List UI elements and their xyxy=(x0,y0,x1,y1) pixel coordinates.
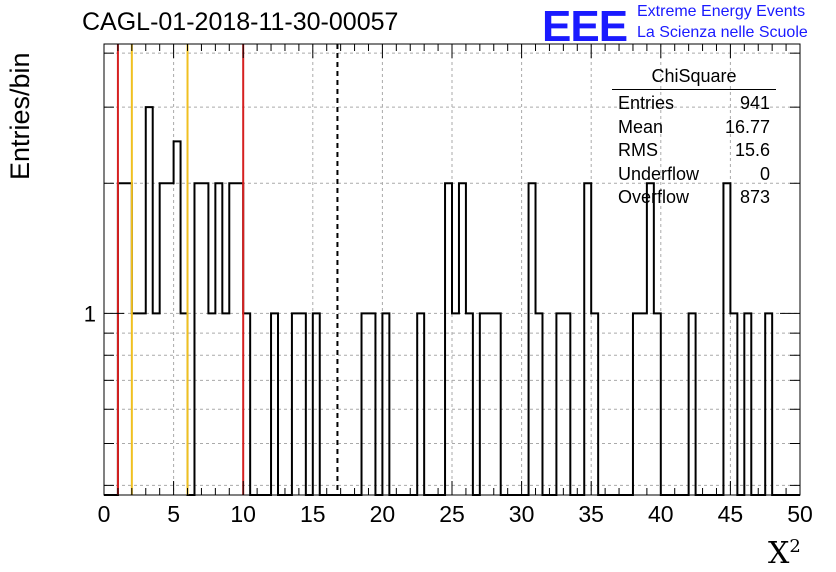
x-tick-label: 0 xyxy=(98,501,111,527)
ticks-layer xyxy=(103,44,801,495)
y-axis-label: Entries/bin xyxy=(5,52,35,180)
stats-label: Overflow xyxy=(618,187,690,207)
x-tick-label: 20 xyxy=(370,501,396,527)
stats-label: RMS xyxy=(618,140,658,160)
x-axis-label: X2 xyxy=(768,536,801,571)
x-tick-label: 10 xyxy=(230,501,256,527)
stats-row: RMS 15.6 xyxy=(612,139,776,163)
eee-logo: EEE xyxy=(542,2,628,51)
stats-value: 941 xyxy=(739,93,770,113)
tick-labels-layer: 10 5 10 15 20 25 30 35 40 45 50 xyxy=(84,301,813,527)
stats-label: Underflow xyxy=(618,163,700,184)
x-tick-label: 50 xyxy=(787,501,813,527)
stats-value: 873 xyxy=(739,187,770,207)
reference-lines-layer xyxy=(116,44,339,495)
stats-title: ChiSquare xyxy=(612,66,776,90)
stats-value: 16.77 xyxy=(724,116,770,137)
stats-value: 15.6 xyxy=(734,140,770,160)
x-axis-label-sup: 2 xyxy=(789,536,801,557)
x-tick-label: 35 xyxy=(578,501,604,527)
logo-line-1: Extreme Energy Events xyxy=(637,3,806,20)
stats-label: Mean xyxy=(618,116,664,137)
x-tick-label: 15 xyxy=(300,501,326,527)
stats-box: ChiSquare Entries 941 Mean 16.77 RMS 15.6 U… xyxy=(612,66,776,210)
y-tick-label: 1 xyxy=(84,301,96,326)
stats-row: Entries 941 xyxy=(612,92,776,116)
logo-line-2: La Scienza nelle Scuole xyxy=(637,24,808,41)
x-axis-label-main: X xyxy=(768,536,790,571)
x-tick-label: 25 xyxy=(439,501,465,527)
chart-title: CAGL-01-2018-11-30-00057 xyxy=(82,8,399,36)
stats-label: Entries xyxy=(618,93,675,113)
stats-row: Overflow 873 xyxy=(612,186,776,210)
stats-row: Mean 16.77 xyxy=(612,116,776,140)
x-tick-label: 40 xyxy=(648,501,674,527)
stats-row: Underflow 0 xyxy=(612,163,776,187)
x-tick-label: 30 xyxy=(509,501,535,527)
x-tick-label: 45 xyxy=(718,501,744,527)
stats-value: 0 xyxy=(759,163,770,184)
x-tick-label: 5 xyxy=(167,501,180,527)
